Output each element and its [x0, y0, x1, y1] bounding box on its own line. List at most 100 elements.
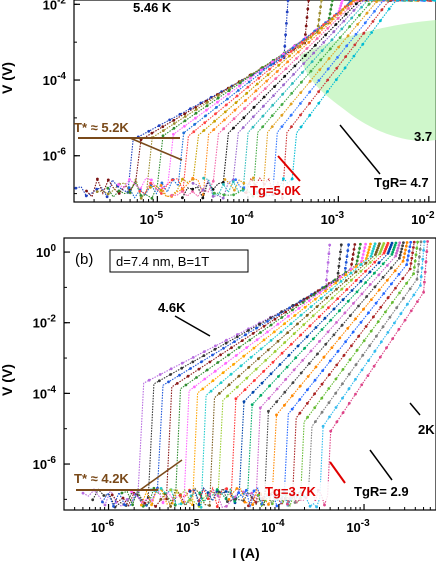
panel-a-data-point — [330, 3, 333, 7]
panel-b-data-point — [415, 277, 419, 281]
panel-a-y-axis-label: V (V) — [0, 62, 15, 94]
panel-b-data-point — [410, 256, 414, 260]
panel-a-tgr-label: TgR= 4.7 — [374, 175, 429, 190]
panel-b-data-point — [335, 363, 339, 367]
panel-b-data-point — [372, 315, 375, 319]
panel-b-data-point — [323, 503, 326, 507]
panel-b-series-7 — [140, 242, 372, 507]
panel-a-data-point — [117, 189, 121, 193]
panel-b-data-point — [290, 394, 294, 398]
panel-b-data-point — [316, 352, 319, 356]
panel-a-data-point — [302, 62, 305, 65]
panel-a-data-point — [330, 17, 334, 21]
panel-b-data-point — [302, 323, 306, 327]
panel-b-data-point — [257, 357, 260, 361]
panel-b-data-point — [237, 346, 241, 349]
panel-a-data-point — [191, 176, 195, 180]
panel-b-data-point — [362, 249, 366, 253]
panel-b-data-point — [154, 505, 158, 508]
panel-b-data-point — [234, 354, 238, 357]
panel-b-data-point — [242, 400, 246, 403]
panel-b-data-point — [366, 374, 370, 377]
panel-b-data-point — [374, 253, 377, 256]
panel-a-data-point — [290, 125, 293, 129]
panel-b-data-point — [327, 252, 331, 256]
panel-b-data-point — [378, 242, 381, 246]
panel-a-data-point — [279, 58, 282, 62]
panel-a-data-point — [105, 195, 109, 199]
panel-b-data-point — [159, 498, 163, 501]
panel-a-data-point — [331, 0, 334, 2]
panel-a-data-point — [201, 188, 205, 192]
panel-b-data-point — [287, 353, 291, 357]
panel-b-data-point — [307, 362, 311, 365]
panel-b-data-point — [326, 330, 330, 334]
panel-b-data-point — [369, 242, 372, 246]
panel-b-data-point — [344, 266, 347, 270]
panel-b-data-point — [308, 324, 312, 328]
panel-b-data-point — [294, 356, 298, 360]
panel-b-data-point — [167, 380, 170, 384]
panel-a-data-point — [249, 74, 253, 77]
panel-a-data-point — [308, 79, 312, 83]
panel-a-data-point — [150, 196, 154, 200]
panel-a-data-point — [334, 23, 338, 26]
panel-b-series-13 — [198, 241, 398, 503]
panel-b-data-point — [266, 320, 269, 323]
panel-a-data-point — [106, 178, 110, 182]
panel-a-series-line — [139, 0, 361, 195]
panel-a-data-point — [280, 103, 284, 106]
panel-a-data-point — [318, 31, 321, 35]
panel-b-data-point — [280, 351, 284, 355]
panel-b-data-point — [344, 261, 348, 264]
panel-b-data-point — [338, 309, 341, 313]
panel-b-data-point — [299, 371, 303, 375]
panel-b-data-point — [352, 302, 355, 305]
panel-a-data-point — [303, 54, 307, 57]
panel-b-data-point — [416, 300, 419, 303]
panel-b-data-point — [227, 383, 231, 387]
panel-b-data-point — [360, 383, 364, 387]
panel-b-data-point — [398, 291, 401, 295]
panel-b-y-tick-label: 10-4 — [33, 384, 57, 401]
panel-a-frame — [73, 0, 436, 203]
panel-b-data-point — [243, 388, 247, 391]
panel-a-data-point — [262, 95, 266, 99]
panel-b-data-point — [413, 266, 416, 269]
panel-b-data-point — [244, 488, 248, 492]
panel-a-data-point — [281, 92, 284, 96]
panel-b-data-point — [227, 353, 230, 357]
panel-b-data-point — [178, 493, 182, 497]
panel-a: 10-5 10-4 10-3 10-2 10-2 10-4 10-6 V (V) 5.46 … — [0, 0, 436, 227]
panel-b-data-point — [344, 279, 348, 282]
panel-b-data-point — [425, 250, 429, 254]
panel-a-data-point — [252, 105, 256, 109]
panel-b-data-point — [372, 247, 375, 251]
panel-b-data-point — [276, 322, 280, 326]
panel-b-data-point — [320, 396, 324, 400]
panel-b-data-point — [158, 373, 162, 376]
panel-b-data-point — [305, 402, 309, 405]
panel-b-data-point — [381, 325, 385, 329]
panel-a-data-point — [380, 8, 384, 12]
panel-a-data-point — [354, 2, 358, 6]
panel-a-data-point — [316, 24, 320, 28]
panel-a-data-point — [299, 102, 302, 105]
panel-a-data-point — [233, 188, 236, 192]
panel-a-data-point — [292, 72, 295, 76]
panel-b-data-point — [364, 242, 367, 246]
panel-a-data-point — [238, 81, 242, 85]
panel-b-data-point — [305, 335, 309, 339]
panel-a-data-point — [147, 129, 151, 133]
panel-a-series-4 — [106, 0, 334, 200]
panel-a-data-point — [315, 37, 319, 40]
panel-a-data-point — [191, 187, 195, 191]
panel-b-data-point — [285, 365, 289, 369]
panel-a-data-point — [337, 45, 340, 49]
panel-b-data-point — [247, 366, 251, 369]
panel-b-data-point — [222, 346, 225, 350]
panel-b-data-point — [354, 279, 358, 282]
panel-a-data-point — [285, 22, 288, 25]
panel-b-data-point — [341, 298, 345, 302]
panel-b-data-point — [367, 359, 370, 362]
